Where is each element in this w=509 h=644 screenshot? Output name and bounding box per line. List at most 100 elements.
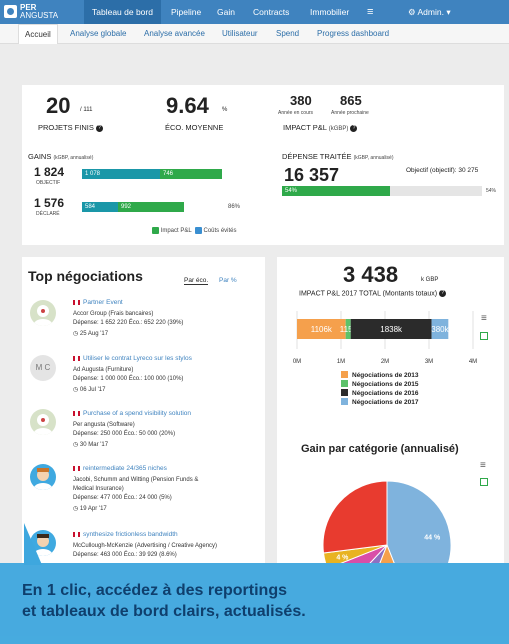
nav-tableau-de-bord[interactable]: Tableau de bord <box>84 0 161 24</box>
x-tick-label: 1M <box>337 359 345 365</box>
declare-impact-bar: 992 <box>118 202 184 212</box>
impact-total-label-row: IMPACT P&L 2017 TOTAL (Montants totaux) … <box>299 290 447 297</box>
chart-menu-icon[interactable]: ≡ <box>481 313 487 324</box>
projets-label-row: PROJETS FINIS ? <box>38 123 103 132</box>
negotiation-title-0[interactable]: Partner Event <box>73 299 123 306</box>
annee-proch-label: Année prochaine <box>331 110 369 116</box>
declare-couts-bar: 584 <box>82 202 118 212</box>
gains-legend: Impact P&L Coûts évités <box>152 227 237 234</box>
gains-objectif-label: OBJECTIF <box>36 180 61 186</box>
tab-spend[interactable]: Spend <box>276 29 300 38</box>
top-nav: PER ANGUSTA Tableau de bord Pipeline Gai… <box>0 0 509 24</box>
negotiation-date-row: ◷ 25 Aug '17 <box>73 330 108 337</box>
bar-segment-3 <box>431 319 449 339</box>
negotiations-title: Top négociations <box>28 268 143 284</box>
promo-line-1: En 1 clic, accédez à des reportings <box>22 582 287 599</box>
impact-card: 3 438 k GBP IMPACT P&L 2017 TOTAL (Monta… <box>277 257 504 563</box>
tab-par-eco[interactable]: Par éco. <box>184 277 209 285</box>
negotiation-company: Accor Group (Frais bancaires) <box>73 311 154 317</box>
depense-unit: (kGBP, annualisé) <box>353 155 394 161</box>
gains-declare-value: 1 576 <box>34 196 65 210</box>
x-tick-label: 0M <box>293 359 301 365</box>
negotiation-title-text: Utiliser le contrat Lyreco sur les stylo… <box>83 355 192 362</box>
nav-pipeline[interactable]: Pipeline <box>171 7 202 17</box>
nav-immobilier[interactable]: Immobilier <box>310 7 350 17</box>
annee-cours-label: Année en cours <box>278 110 314 116</box>
admin-menu[interactable]: ⚙ Admin. ▾ <box>408 0 451 24</box>
tab-accueil[interactable]: Accueil <box>18 24 58 44</box>
x-tick-label: 4M <box>469 359 477 365</box>
negotiation-date: 19 Apr '17 <box>79 506 107 512</box>
negotiation-title-1[interactable]: Utiliser le contrat Lyreco sur les stylo… <box>73 355 192 362</box>
nav-menu-icon[interactable]: ≡ <box>367 6 374 18</box>
nav-gain[interactable]: Gain <box>217 7 235 17</box>
logo-text-1: PER <box>20 3 37 12</box>
category-pie-chart: 44 %12 %6 %7 %4 % <box>322 480 452 563</box>
person-icon <box>33 534 53 556</box>
uk-flag-icon <box>73 465 80 471</box>
help-icon[interactable]: ? <box>95 124 103 132</box>
pie-data-label: 4 % <box>336 554 349 561</box>
negotiation-title-text: synthesize frictionless bandwidth <box>83 531 178 538</box>
legend-impact: Impact P&L <box>160 228 192 235</box>
clock-icon: ◷ <box>73 442 80 448</box>
impact-total-unit: k GBP <box>421 277 439 283</box>
kpi-card: 20 / 111 PROJETS FINIS ? 9.64 % ÉCO. MOY… <box>22 85 504 245</box>
avatar <box>30 300 56 326</box>
impact-total-value: 3 438 <box>343 262 399 287</box>
tab-progress-dashboard[interactable]: Progress dashboard <box>317 29 390 38</box>
promo-line-2: et tableaux de bord clairs, actualisés. <box>22 603 306 620</box>
impact-label-row: IMPACT P&L (kGBP) ? <box>283 123 358 132</box>
help-icon[interactable]: ? <box>439 290 447 297</box>
depense-title: DÉPENSE TRAITÉE <box>282 152 352 161</box>
impact-unit: (kGBP) <box>328 126 349 132</box>
tab-utilisateur[interactable]: Utilisateur <box>222 29 258 38</box>
uk-flag-icon <box>73 299 80 305</box>
negotiation-company: Jacobi, Schumm and Witting (Pension Fund… <box>73 477 199 483</box>
negotiations-card: Top négociations Par éco. Par % Partner … <box>22 257 265 563</box>
logo-text-2: ANGUSTA <box>20 11 59 20</box>
eco-value: 9.64 <box>166 93 209 118</box>
legend-label: Négociations de 2017 <box>352 399 419 406</box>
gains-objectif-value: 1 824 <box>34 165 65 179</box>
bar-segment-2 <box>350 319 432 339</box>
person-icon <box>33 305 53 326</box>
objectif-impact-bar: 746 <box>160 169 222 179</box>
avatar-initials: M C <box>30 355 56 381</box>
annee-proch-value: 865 <box>340 93 362 108</box>
export-icon[interactable] <box>480 332 488 340</box>
negotiation-detail: Dépense: 477 000 Éco.: 24 000 (5%) <box>73 495 172 501</box>
export-icon[interactable] <box>480 478 488 486</box>
impact-label: IMPACT P&L <box>283 123 327 132</box>
gains-title: GAINS <box>28 152 52 161</box>
speech-pointer <box>24 523 42 565</box>
gains-title-row: GAINS (kGBP, annualisé) <box>28 152 93 161</box>
legend-couts: Coûts évités <box>203 228 237 235</box>
negotiation-title-text: reintermediate 24/365 niches <box>83 465 167 472</box>
depense-title-row: DÉPENSE TRAITÉE (kGBP, annualisé) <box>282 152 394 161</box>
negotiation-title-4[interactable]: synthesize frictionless bandwidth <box>73 531 178 538</box>
negotiation-company: McCullough-McKenzie (Advertising / Creat… <box>73 543 218 549</box>
admin-label: Admin. <box>417 7 444 17</box>
nav-contracts[interactable]: Contracts <box>253 7 290 17</box>
tab-par-pct[interactable]: Par % <box>219 277 237 284</box>
avatar <box>30 409 56 435</box>
x-tick-label: 2M <box>381 359 389 365</box>
tab-analyse-avancee[interactable]: Analyse avancée <box>144 29 205 38</box>
negotiation-date-row: ◷ 30 Mar '17 <box>73 441 108 448</box>
gear-icon: ⚙ <box>408 7 418 17</box>
chevron-down-icon: ▾ <box>443 7 451 17</box>
negotiation-title-2[interactable]: Purchase of a spend visibility solution <box>73 410 191 417</box>
chart-menu-icon[interactable]: ≡ <box>480 460 486 471</box>
logo[interactable]: PER ANGUSTA <box>4 4 74 21</box>
negotiation-title-3[interactable]: reintermediate 24/365 niches <box>73 465 167 472</box>
promo-banner: En 1 clic, accédez à des reportings et t… <box>0 563 509 644</box>
bar-segment-0 <box>297 319 346 339</box>
pie-slice-1 <box>379 543 395 563</box>
help-icon[interactable]: ? <box>350 124 358 132</box>
person-icon <box>33 414 53 435</box>
clock-icon: ◷ <box>73 506 80 512</box>
pie-slice-0 <box>386 480 452 563</box>
pie-slice-5 <box>322 480 388 554</box>
tab-analyse-globale[interactable]: Analyse globale <box>70 29 127 38</box>
